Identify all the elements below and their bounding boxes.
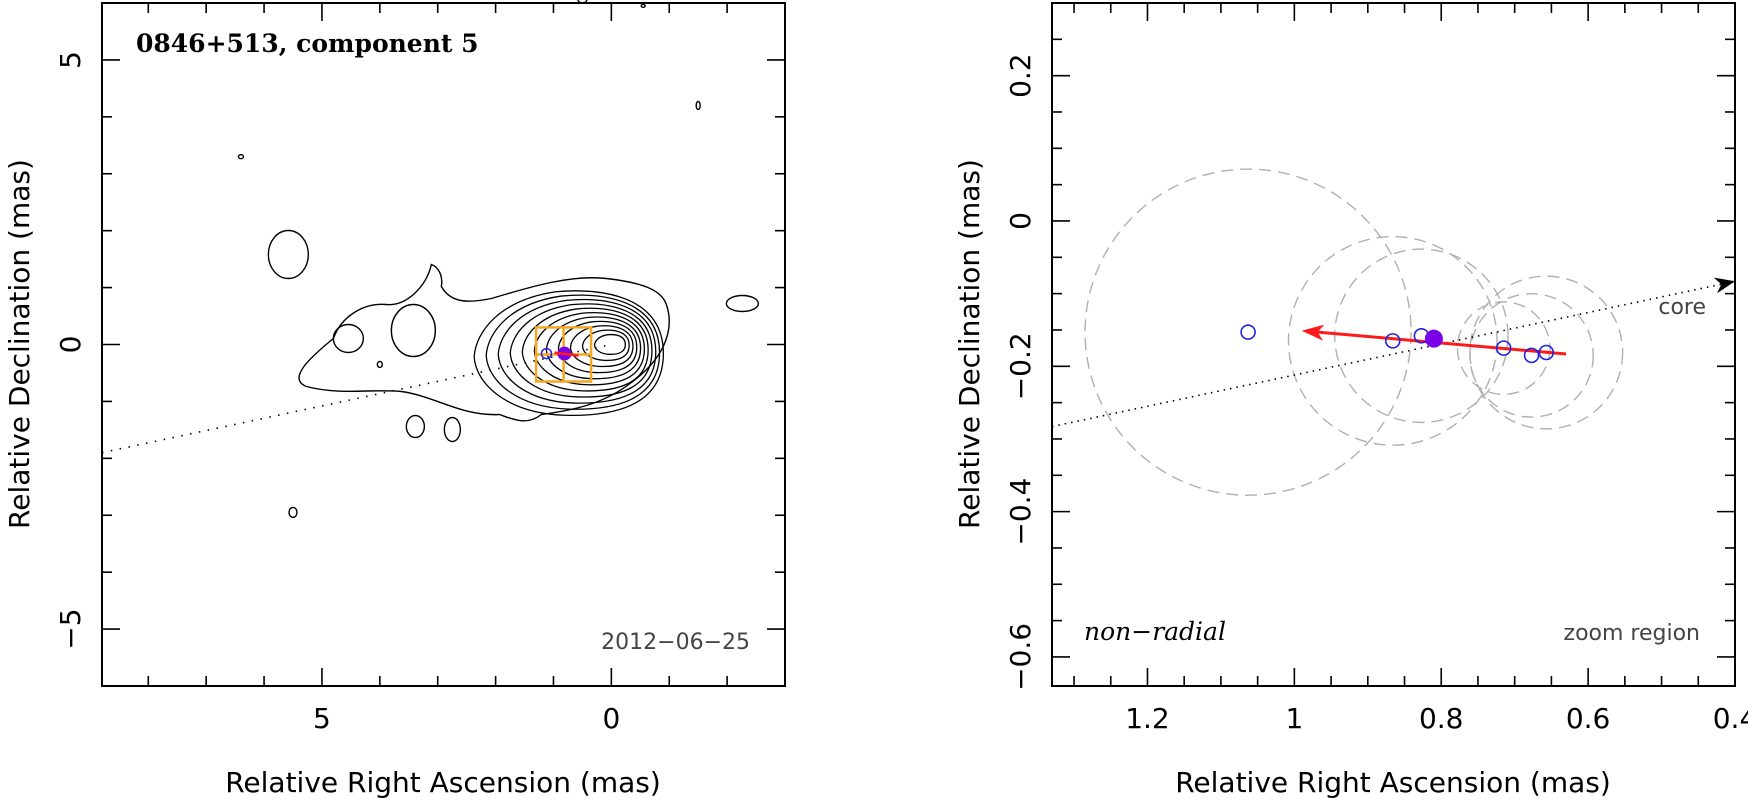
component-previous-epoch	[540, 347, 553, 360]
outer-contour	[298, 263, 670, 422]
x-tick-label: 5	[313, 702, 331, 735]
jet-island-contour	[443, 416, 462, 443]
x-tick-label: 0.4	[1713, 702, 1748, 735]
component-marker	[540, 346, 579, 361]
x-tick-label: 1	[1285, 702, 1303, 735]
y-tick-label: −0.2	[1004, 332, 1037, 400]
x-tick-label: 0	[602, 702, 620, 735]
core-contour	[509, 303, 653, 398]
y-tick-label: 0	[54, 336, 87, 354]
core-contour	[497, 298, 657, 404]
core-contour	[533, 312, 646, 386]
right-axis-ticks	[1052, 3, 1736, 686]
motion-type-label: non−radial	[1084, 617, 1226, 646]
panel-title: 0846+513, component 5	[136, 29, 479, 58]
y-tick-label: −0.4	[1004, 478, 1037, 546]
noise-contour	[288, 506, 298, 519]
left-y-axis-title: Relative Declination (mas)	[3, 159, 36, 529]
core-contour	[485, 294, 661, 410]
reference-epoch-point	[1424, 329, 1443, 348]
radial-direction-arrowhead	[1713, 277, 1735, 294]
velocity-vector-arrow	[1317, 330, 1567, 356]
right-plot-frame	[1051, 2, 1736, 687]
x-tick-label: 0.6	[1566, 702, 1611, 735]
core-contour	[545, 316, 642, 380]
y-tick-label: 0	[1004, 212, 1037, 230]
position-error-circles	[1084, 168, 1624, 496]
noise-contour	[577, 0, 588, 5]
right-panel: 1.2 1 0.8 0.6 0.4 0.2 0 −0.2 −0.4 −0.6 core non−r…	[953, 2, 1748, 799]
observation-date: 2012−06−25	[601, 630, 750, 655]
x-tick-label: 0.8	[1419, 702, 1464, 735]
component-position-point	[1523, 347, 1540, 364]
left-plot-frame	[101, 2, 786, 687]
component-position-point	[1384, 333, 1401, 349]
noise-contour	[376, 360, 384, 369]
jet-island-contour	[332, 323, 365, 354]
position-error-circle	[1456, 301, 1551, 396]
left-x-axis-title: Relative Right Ascension (mas)	[225, 766, 661, 799]
y-tick-label: 5	[54, 51, 87, 69]
velocity-vector-arrowhead	[1301, 324, 1325, 341]
component-position-point	[1538, 344, 1555, 361]
position-error-circle	[1084, 168, 1412, 496]
core-contour	[521, 307, 649, 392]
jet-island-contour	[390, 303, 437, 358]
right-y-axis-title: Relative Declination (mas)	[953, 159, 986, 529]
position-error-circle	[1287, 235, 1498, 446]
y-tick-label: −5	[54, 608, 87, 649]
position-error-circle	[1469, 275, 1624, 430]
noise-contour	[237, 153, 245, 160]
component-motion-vector	[554, 351, 579, 357]
left-axis-ticks	[102, 2, 786, 687]
y-tick-label: −0.6	[1004, 623, 1037, 691]
x-tick-label: 1.2	[1125, 702, 1170, 735]
jet-island-contour	[725, 294, 760, 313]
core-contour	[557, 320, 638, 374]
position-error-circle	[1469, 293, 1594, 418]
core-contour	[593, 333, 627, 355]
left-tick-labels: 5 0 5 0 −5	[54, 51, 620, 735]
noise-contour	[695, 100, 701, 111]
core-contour	[581, 329, 630, 362]
jet-island-contour	[405, 414, 426, 439]
core-contour	[473, 290, 665, 416]
component-position-point	[1495, 340, 1512, 356]
noise-contour	[640, 3, 646, 9]
core-contour	[569, 325, 634, 368]
zoom-region-label: zoom region	[1564, 621, 1700, 646]
right-x-axis-title: Relative Right Ascension (mas)	[1175, 766, 1611, 799]
radial-direction-line	[1051, 280, 1736, 428]
jet-contours	[237, 0, 760, 519]
position-error-circle	[1334, 248, 1509, 424]
jet-island-contour	[267, 229, 310, 280]
component-positions	[1240, 324, 1555, 364]
core-direction-label: core	[1658, 295, 1706, 320]
y-tick-label: 0.2	[1004, 53, 1037, 98]
component-position-point	[1240, 324, 1256, 340]
left-panel: 5 050−5 0846+513, component 5 2012−06−25 …	[3, 0, 786, 799]
right-tick-labels: 1.2 1 0.8 0.6 0.4 0.2 0 −0.2 −0.4 −0.6	[1004, 53, 1748, 735]
